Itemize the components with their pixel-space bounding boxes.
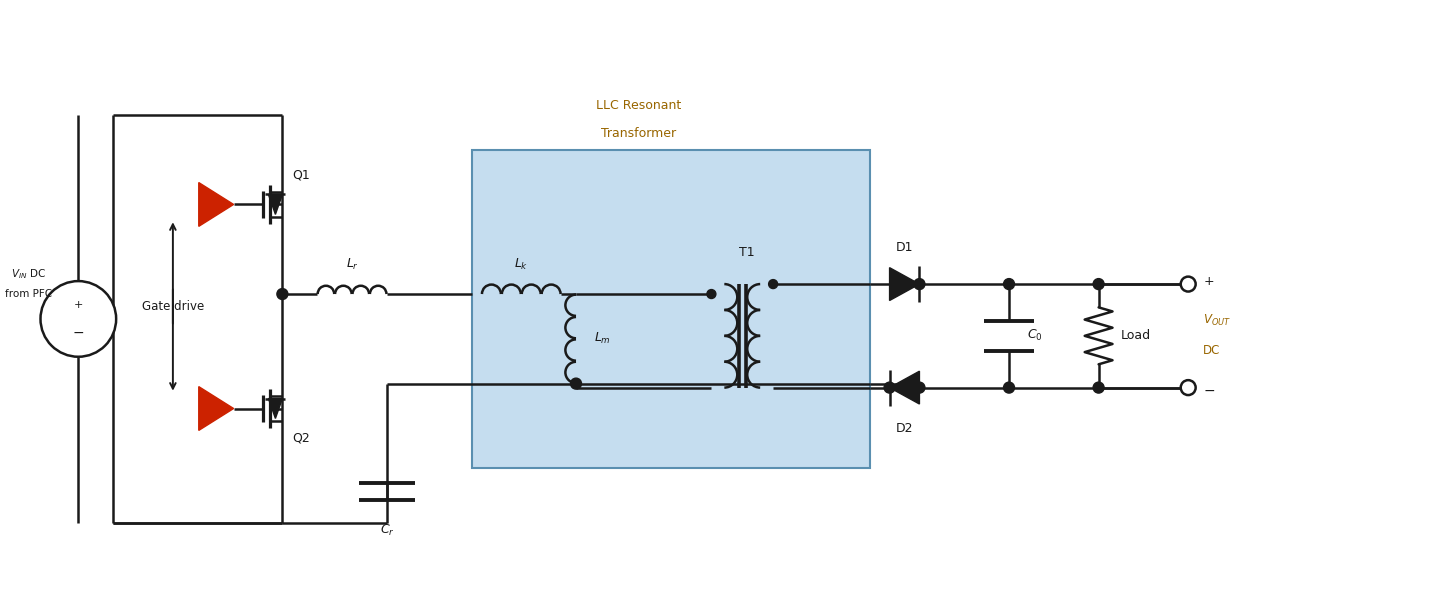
Polygon shape [268, 399, 282, 419]
Circle shape [570, 378, 582, 389]
Circle shape [1181, 380, 1195, 395]
Text: +: + [1204, 275, 1214, 288]
Circle shape [1093, 278, 1104, 289]
Text: T1: T1 [739, 246, 755, 259]
Text: +: + [73, 300, 84, 310]
Polygon shape [268, 194, 282, 214]
Text: DC: DC [1204, 344, 1221, 358]
Circle shape [884, 382, 896, 393]
Text: D1: D1 [896, 241, 913, 254]
Polygon shape [199, 387, 233, 431]
Text: Q2: Q2 [292, 432, 310, 445]
Circle shape [1004, 278, 1015, 289]
Text: $C_r$: $C_r$ [380, 523, 395, 538]
Polygon shape [890, 268, 919, 301]
Circle shape [40, 281, 117, 357]
Text: $V_{IN}$ DC: $V_{IN}$ DC [12, 267, 46, 281]
Text: $V_{OUT}$: $V_{OUT}$ [1204, 313, 1231, 329]
Circle shape [914, 382, 924, 393]
Text: Q1: Q1 [292, 168, 310, 181]
Text: $L_r$: $L_r$ [346, 257, 359, 272]
Circle shape [914, 278, 924, 289]
Text: $L_k$: $L_k$ [514, 257, 528, 272]
Polygon shape [890, 371, 919, 404]
Circle shape [1093, 382, 1104, 393]
Text: Gate drive: Gate drive [141, 300, 204, 313]
Text: LLC Resonant: LLC Resonant [596, 99, 681, 112]
Circle shape [1004, 382, 1015, 393]
Circle shape [707, 289, 716, 298]
Text: −: − [72, 326, 84, 340]
Circle shape [1181, 277, 1195, 292]
Text: −: − [1204, 384, 1215, 397]
Circle shape [769, 280, 778, 289]
Polygon shape [199, 182, 233, 226]
Text: $C_0$: $C_0$ [1027, 329, 1043, 344]
Text: Load: Load [1120, 329, 1151, 342]
Text: from PFC: from PFC [4, 289, 52, 299]
Text: Transformer: Transformer [600, 127, 677, 140]
Circle shape [276, 289, 288, 300]
Text: D2: D2 [896, 422, 913, 435]
FancyBboxPatch shape [471, 150, 870, 468]
Text: $L_m$: $L_m$ [593, 331, 611, 346]
